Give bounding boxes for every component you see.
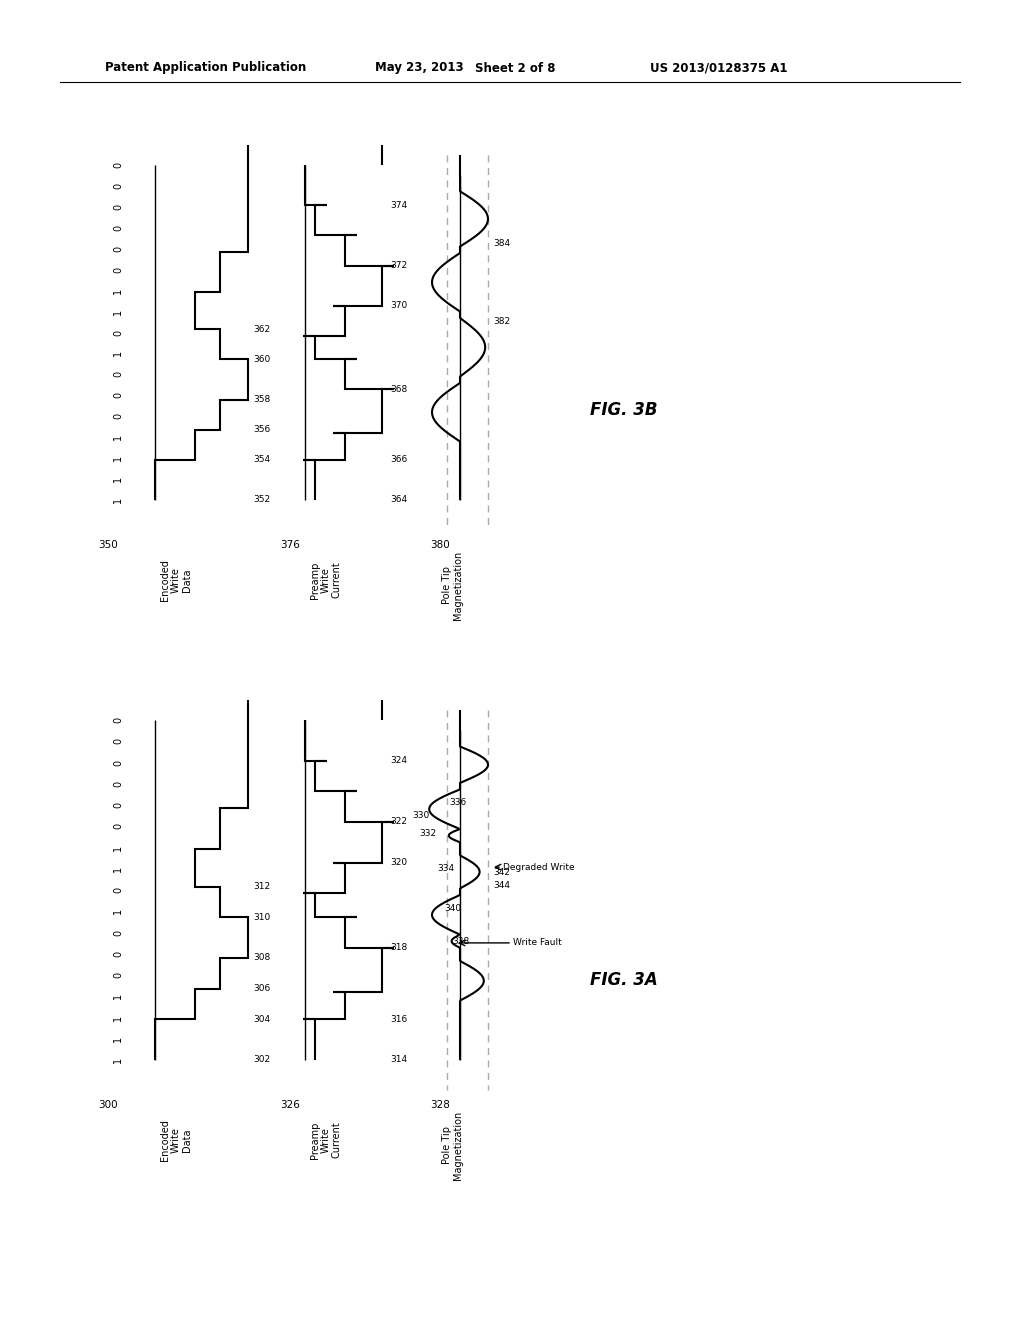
Text: 0: 0: [113, 759, 123, 766]
Text: 380: 380: [430, 540, 450, 550]
Text: Write: Write: [321, 568, 331, 593]
Text: 1: 1: [113, 434, 123, 441]
Text: 0: 0: [113, 392, 123, 399]
Text: 0: 0: [113, 413, 123, 420]
Text: 0: 0: [113, 330, 123, 335]
Text: 320: 320: [390, 858, 408, 867]
Text: 326: 326: [280, 1100, 300, 1110]
Text: Data: Data: [182, 568, 193, 591]
Text: Write: Write: [171, 1127, 181, 1152]
Text: Current: Current: [332, 561, 342, 598]
Text: 1: 1: [113, 496, 123, 503]
Text: 304: 304: [253, 1015, 270, 1024]
Text: 300: 300: [98, 1100, 118, 1110]
Text: 0: 0: [113, 929, 123, 936]
Text: Degraded Write: Degraded Write: [503, 862, 574, 871]
Text: 1: 1: [113, 1036, 123, 1041]
Text: Patent Application Publication: Patent Application Publication: [105, 62, 306, 74]
Text: 332: 332: [419, 829, 436, 838]
Text: 1: 1: [113, 1057, 123, 1063]
Text: 0: 0: [113, 203, 123, 210]
Text: 366: 366: [390, 455, 408, 465]
Text: 0: 0: [113, 803, 123, 808]
Text: Data: Data: [182, 1129, 193, 1152]
Text: 372: 372: [390, 261, 408, 271]
Text: 1: 1: [113, 309, 123, 314]
Text: 314: 314: [390, 1056, 408, 1064]
Text: 1: 1: [113, 866, 123, 871]
Text: 316: 316: [390, 1015, 408, 1024]
Text: 376: 376: [280, 540, 300, 550]
Text: Pole Tip: Pole Tip: [442, 566, 452, 605]
Text: 374: 374: [390, 201, 408, 210]
Text: 0: 0: [113, 717, 123, 723]
Text: 0: 0: [113, 887, 123, 894]
Text: 1: 1: [113, 908, 123, 915]
Text: 0: 0: [113, 780, 123, 787]
Text: 306: 306: [253, 985, 270, 993]
Text: Pole Tip: Pole Tip: [442, 1126, 452, 1164]
Text: 356: 356: [253, 425, 270, 434]
Text: 0: 0: [113, 267, 123, 273]
Text: 324: 324: [390, 756, 407, 766]
Text: 368: 368: [390, 385, 408, 393]
Text: 344: 344: [493, 880, 510, 890]
Text: 336: 336: [449, 799, 466, 807]
Text: 0: 0: [113, 950, 123, 957]
Text: 328: 328: [430, 1100, 450, 1110]
Text: 0: 0: [113, 246, 123, 252]
Text: Encoded: Encoded: [160, 1119, 170, 1160]
Text: 360: 360: [253, 355, 270, 364]
Text: 350: 350: [98, 540, 118, 550]
Text: FIG. 3A: FIG. 3A: [590, 972, 657, 989]
Text: 322: 322: [390, 817, 407, 826]
Text: US 2013/0128375 A1: US 2013/0128375 A1: [650, 62, 787, 74]
Text: 1: 1: [113, 1015, 123, 1020]
Text: 1: 1: [113, 993, 123, 999]
Text: 0: 0: [113, 224, 123, 231]
Text: 0: 0: [113, 824, 123, 829]
Text: 0: 0: [113, 738, 123, 744]
Text: 0: 0: [113, 162, 123, 168]
Text: Magnetization: Magnetization: [453, 1110, 463, 1180]
Text: 364: 364: [390, 495, 408, 504]
Text: Write Fault: Write Fault: [513, 939, 562, 948]
Text: May 23, 2013: May 23, 2013: [375, 62, 464, 74]
Text: 340: 340: [444, 904, 461, 912]
Text: 342: 342: [493, 869, 510, 878]
Text: Sheet 2 of 8: Sheet 2 of 8: [475, 62, 555, 74]
Text: 334: 334: [437, 865, 454, 873]
Text: 352: 352: [253, 495, 270, 504]
Text: 330: 330: [412, 812, 429, 820]
Text: 384: 384: [493, 239, 510, 248]
Text: 362: 362: [253, 325, 270, 334]
Text: Preamp: Preamp: [310, 1121, 319, 1159]
Text: 0: 0: [113, 183, 123, 189]
Text: 1: 1: [113, 350, 123, 356]
Text: 382: 382: [493, 317, 510, 326]
Text: 358: 358: [253, 395, 270, 404]
Text: FIG. 3B: FIG. 3B: [590, 401, 657, 418]
Text: Write: Write: [171, 568, 181, 593]
Text: 302: 302: [253, 1056, 270, 1064]
Text: 0: 0: [113, 972, 123, 978]
Text: Magnetization: Magnetization: [453, 550, 463, 619]
Text: Write: Write: [321, 1127, 331, 1152]
Text: 310: 310: [253, 912, 270, 921]
Text: 308: 308: [253, 953, 270, 962]
Text: 1: 1: [113, 477, 123, 482]
Text: 1: 1: [113, 455, 123, 461]
Text: 312: 312: [253, 882, 270, 891]
Text: Preamp: Preamp: [310, 561, 319, 599]
Text: 0: 0: [113, 371, 123, 378]
Text: 1: 1: [113, 845, 123, 850]
Text: 370: 370: [390, 301, 408, 310]
Text: Current: Current: [332, 1122, 342, 1159]
Text: 1: 1: [113, 288, 123, 293]
Text: 354: 354: [253, 455, 270, 465]
Text: Encoded: Encoded: [160, 560, 170, 601]
Text: 338: 338: [452, 937, 469, 945]
Text: 318: 318: [390, 944, 408, 952]
